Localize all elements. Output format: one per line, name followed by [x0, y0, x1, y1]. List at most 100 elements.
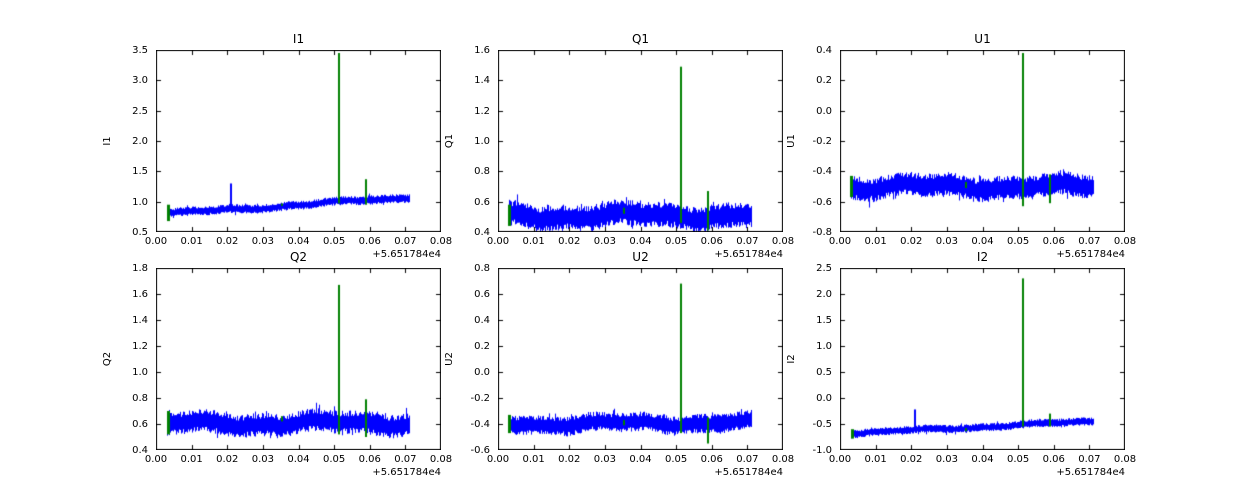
x-tick-label: 0.04 — [629, 454, 652, 465]
x-tick-label: 0.05 — [322, 454, 346, 465]
y-tick-label: 0.0 — [816, 105, 832, 117]
x-tick-label: 0.01 — [864, 236, 887, 247]
y-axis-label: I2 — [786, 354, 797, 364]
plot-area — [840, 50, 1125, 232]
y-tick-label: 1.0 — [816, 341, 832, 352]
y-tick-label: -0.2 — [812, 136, 832, 147]
x-tick-label: 0.01 — [522, 236, 545, 247]
subplot-title: U2 — [632, 250, 649, 264]
x-tick-label: 0.07 — [1078, 454, 1101, 465]
y-tick-label: 3.5 — [132, 45, 148, 56]
x-axis-offset: +5.651784e4 — [714, 249, 783, 260]
y-tick-label: 1.0 — [132, 196, 148, 208]
y-tick-label: 1.8 — [132, 263, 148, 274]
y-tick-label: 0.2 — [816, 75, 832, 87]
x-tick-label: 0.06 — [358, 236, 381, 247]
y-tick-label: 0.4 — [474, 227, 490, 238]
y-tick-label: 1.0 — [132, 367, 148, 378]
y-tick-label: -0.8 — [812, 227, 832, 238]
x-tick-label: 0.06 — [1042, 236, 1065, 247]
y-tick-label: 1.2 — [474, 105, 490, 117]
x-tick-label: 0.04 — [287, 236, 310, 247]
x-tick-label: 0.03 — [251, 454, 274, 465]
x-tick-label: 0.01 — [180, 454, 203, 465]
x-tick-label: 0.04 — [971, 454, 994, 465]
x-tick-label: 0.03 — [935, 454, 958, 465]
x-tick-label: 0.03 — [593, 236, 616, 247]
y-tick-label: 2.5 — [816, 263, 832, 274]
x-tick-label: 0.00 — [486, 236, 510, 247]
y-tick-label: 1.0 — [474, 136, 490, 147]
x-tick-label: 0.07 — [736, 236, 759, 247]
y-tick-label: 0.4 — [816, 45, 832, 56]
x-tick-label: 0.03 — [593, 454, 616, 465]
y-tick-label: 1.2 — [132, 341, 148, 352]
plot-area — [840, 268, 1125, 450]
subplot-title: Q1 — [631, 32, 650, 46]
y-tick-label: -0.2 — [470, 393, 490, 404]
x-axis-offset: +5.651784e4 — [1056, 249, 1125, 260]
subplot-title: I2 — [976, 250, 989, 264]
x-axis-offset: +5.651784e4 — [714, 467, 783, 478]
x-tick-label: 0.04 — [287, 454, 310, 465]
x-tick-label: 0.05 — [1006, 454, 1030, 465]
x-tick-label: 0.05 — [664, 236, 688, 247]
y-tick-label: 0.0 — [816, 393, 832, 404]
x-tick-label: 0.08 — [1113, 454, 1137, 465]
x-tick-label: 0.08 — [771, 236, 795, 247]
x-tick-label: 0.02 — [216, 236, 239, 247]
x-tick-label: 0.01 — [522, 454, 545, 465]
y-tick-label: 2.0 — [132, 136, 148, 147]
x-tick-label: 0.08 — [771, 454, 795, 465]
y-tick-label: -0.4 — [470, 419, 490, 430]
y-tick-label: 0.2 — [474, 341, 490, 352]
y-tick-label: -0.4 — [812, 166, 832, 178]
x-tick-label: 0.02 — [900, 236, 923, 247]
x-tick-label: 0.00 — [828, 236, 852, 247]
y-tick-label: -1.0 — [812, 445, 832, 456]
y-tick-label: 0.0 — [474, 367, 490, 378]
x-tick-label: 0.00 — [144, 236, 168, 247]
y-tick-label: 0.8 — [474, 263, 490, 274]
plot-area — [156, 268, 441, 450]
y-tick-label: 0.6 — [474, 196, 490, 208]
x-tick-label: 0.02 — [558, 454, 581, 465]
y-axis-label: U2 — [444, 352, 455, 366]
x-tick-label: 0.02 — [558, 236, 581, 247]
x-tick-label: 0.03 — [935, 236, 958, 247]
x-axis-offset: +5.651784e4 — [372, 467, 441, 478]
y-tick-label: -0.6 — [470, 445, 490, 456]
x-tick-label: 0.08 — [429, 454, 453, 465]
x-tick-label: 0.06 — [1042, 454, 1065, 465]
plot-area — [498, 268, 783, 450]
x-tick-label: 0.02 — [216, 454, 239, 465]
x-tick-label: 0.01 — [864, 454, 887, 465]
x-tick-label: 0.05 — [664, 454, 688, 465]
y-tick-label: 1.6 — [474, 45, 490, 56]
subplot-title: I1 — [292, 32, 305, 46]
y-tick-label: 3.0 — [132, 75, 148, 87]
x-tick-label: 0.07 — [736, 454, 759, 465]
subplot-title: Q2 — [289, 250, 308, 264]
x-axis-offset: +5.651784e4 — [372, 249, 441, 260]
y-tick-label: 0.4 — [474, 315, 490, 326]
y-tick-label: 0.5 — [132, 227, 148, 238]
x-tick-label: 0.02 — [900, 454, 923, 465]
y-tick-label: 2.5 — [132, 105, 148, 117]
x-tick-label: 0.00 — [828, 454, 852, 465]
y-tick-label: 0.6 — [132, 419, 148, 430]
y-tick-label: 0.8 — [474, 166, 490, 178]
plot-area — [156, 50, 441, 232]
y-tick-label: 0.8 — [132, 393, 148, 404]
x-axis-offset: +5.651784e4 — [1056, 467, 1125, 478]
y-tick-label: 1.5 — [132, 166, 148, 178]
x-tick-label: 0.08 — [1113, 236, 1137, 247]
subplot-title: U1 — [974, 32, 991, 46]
y-tick-label: -0.6 — [812, 196, 832, 208]
x-tick-label: 0.06 — [700, 454, 723, 465]
x-tick-label: 0.07 — [394, 236, 417, 247]
x-tick-label: 0.05 — [1006, 236, 1030, 247]
x-tick-label: 0.07 — [1078, 236, 1101, 247]
x-tick-label: 0.06 — [358, 454, 381, 465]
